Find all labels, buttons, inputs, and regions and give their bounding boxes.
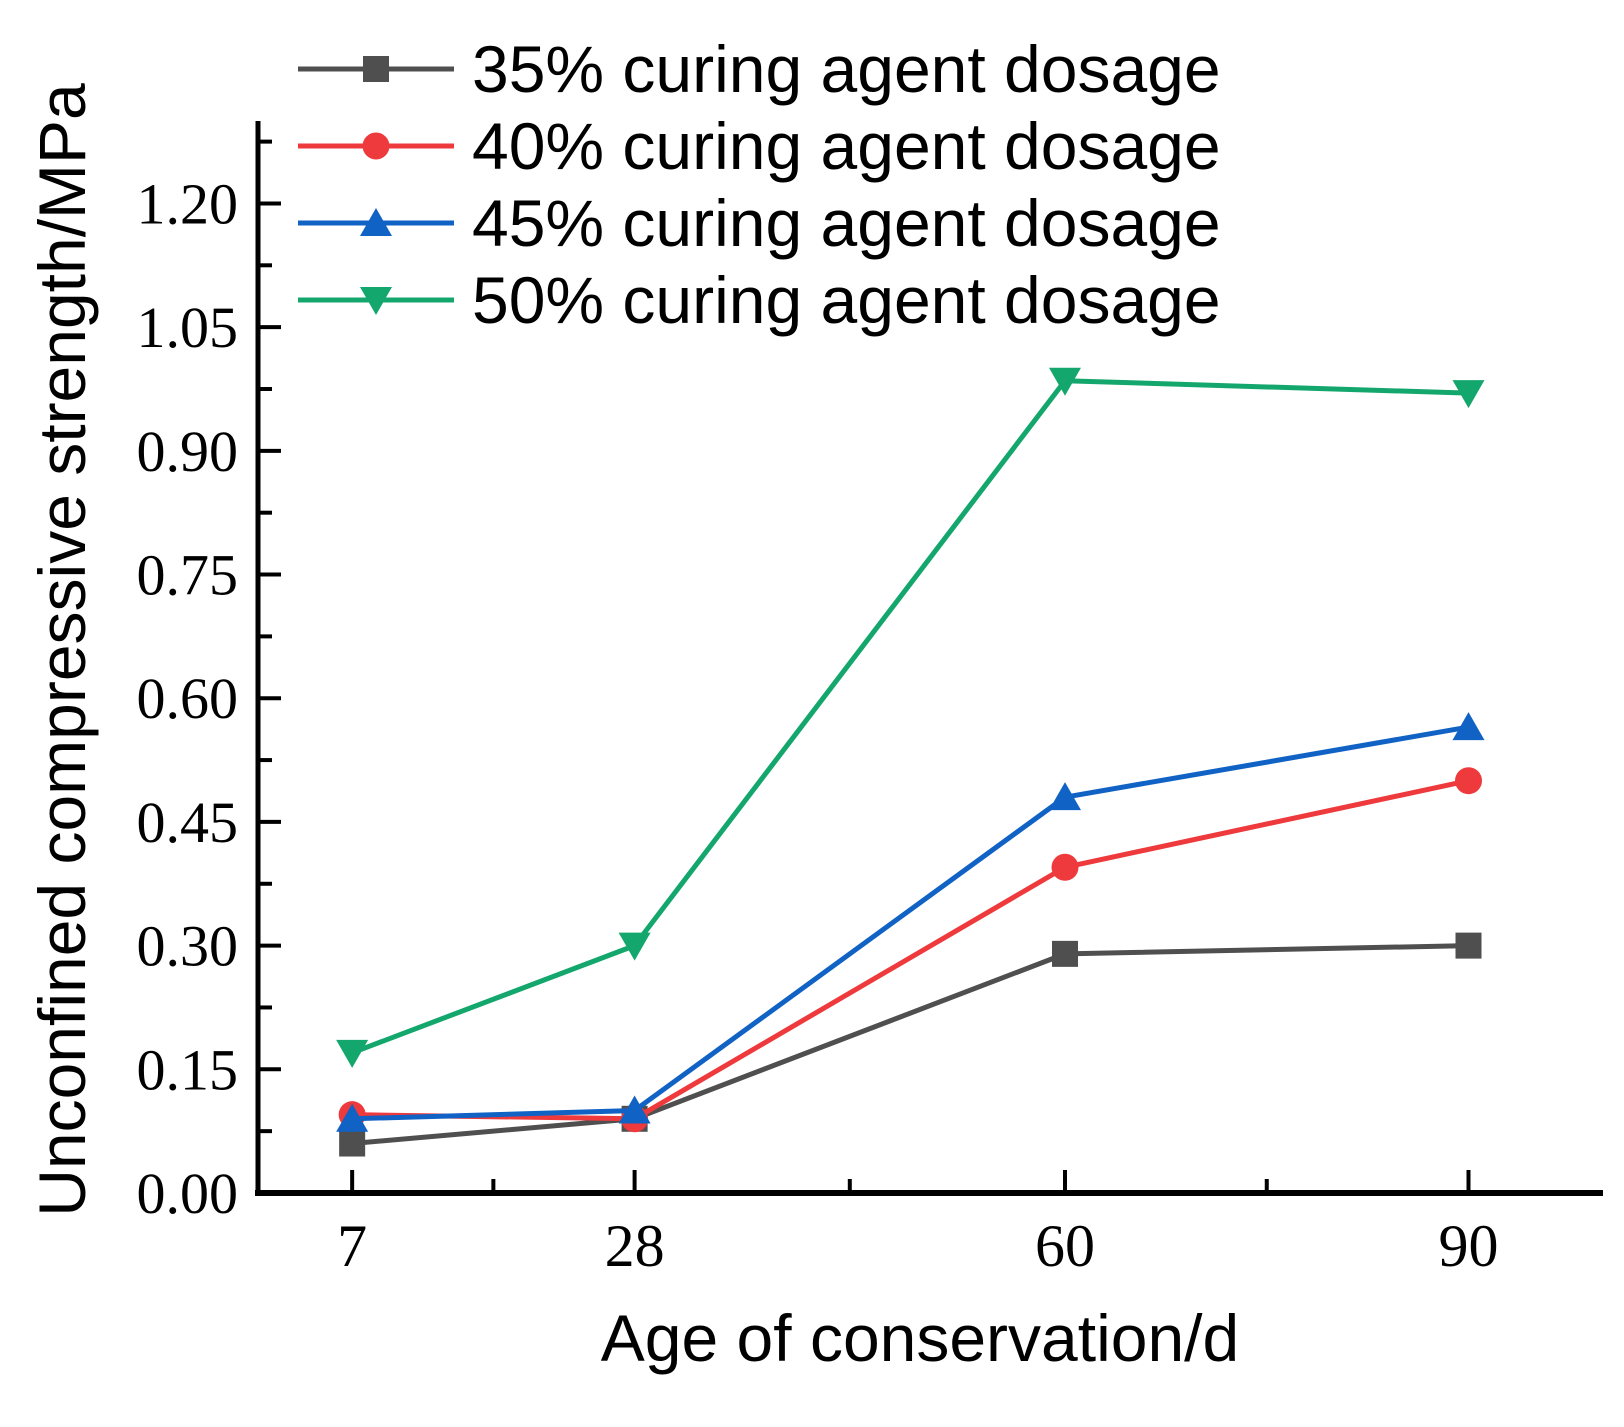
series-35-curing-agent-dosage (339, 932, 1482, 1157)
legend-label: 45% curing agent dosage (472, 185, 1221, 260)
data-point-circle-icon (1051, 853, 1079, 881)
y-tick-label: 1.05 (137, 295, 239, 360)
legend-entry: 35% curing agent dosage (296, 30, 1221, 107)
legend-entry: 40% curing agent dosage (296, 107, 1221, 184)
y-tick-label: 0.45 (137, 790, 239, 855)
legend-entry: 45% curing agent dosage (296, 184, 1221, 261)
data-point-triangle-down-icon (1049, 367, 1081, 396)
y-tick-label: 0.30 (137, 914, 239, 979)
data-point-triangle-up-icon (1049, 782, 1081, 811)
legend-square-icon (298, 55, 454, 82)
data-point-square-icon (1052, 940, 1078, 967)
y-tick-label: 0.90 (137, 419, 239, 484)
data-point-triangle-down-icon (336, 1039, 369, 1068)
y-axis-ticks: 0.00 0.15 0.30 0.45 0.60 0.75 0.90 1.05 1.20 (137, 139, 281, 1226)
x-axis-ticks: 7 28 60 90 (337, 1170, 1499, 1279)
data-point-triangle-up-icon (336, 1103, 369, 1132)
legend-triangle-up-icon (298, 207, 454, 236)
x-tick-label: 90 (1439, 1213, 1499, 1279)
x-tick-label: 7 (337, 1213, 367, 1279)
series-45-curing-agent-dosage (336, 712, 1485, 1132)
y-tick-label: 0.60 (137, 666, 239, 731)
data-point-square-icon (339, 1130, 366, 1157)
x-tick-label: 28 (605, 1213, 665, 1279)
data-point-square-icon (1455, 932, 1482, 959)
legend-label: 50% curing agent dosage (472, 262, 1221, 337)
y-tick-label: 0.15 (137, 1037, 239, 1102)
legend-triangle-up-marker-icon (360, 207, 392, 236)
data-point-circle-icon (1455, 767, 1482, 795)
y-tick-label: 0.00 (137, 1161, 239, 1226)
series-line (349, 943, 1471, 1147)
legend-triangle-down-icon (298, 286, 454, 315)
series-50-curing-agent-dosage (336, 367, 1485, 1068)
x-axis-title: Age of conservation/d (600, 1301, 1240, 1375)
legend-label: 40% curing agent dosage (472, 108, 1221, 183)
axes (255, 121, 1603, 1196)
y-tick-label: 1.20 (137, 171, 239, 236)
x-tick-label: 60 (1035, 1213, 1095, 1279)
series-line (349, 378, 1471, 1056)
series-line (349, 724, 1471, 1122)
data-point-triangle-down-icon (1452, 380, 1485, 409)
data-point-triangle-up-icon (1452, 712, 1485, 741)
legend-circle-marker-icon (362, 132, 390, 159)
legend-circle-icon (298, 132, 454, 159)
legend-label: 35% curing agent dosage (472, 31, 1221, 106)
y-axis-title: Unconfined compressive strength/MPa (25, 83, 99, 1217)
chart-legend: 35% curing agent dosage 40% curing agent … (296, 30, 1221, 338)
data-point-triangle-down-icon (618, 932, 651, 961)
legend-triangle-down-marker-icon (360, 286, 392, 315)
y-tick-label: 0.75 (137, 543, 239, 608)
legend-square-marker-icon (363, 55, 389, 82)
data-point-triangle-up-icon (618, 1095, 651, 1124)
legend-entry: 50% curing agent dosage (296, 261, 1221, 338)
